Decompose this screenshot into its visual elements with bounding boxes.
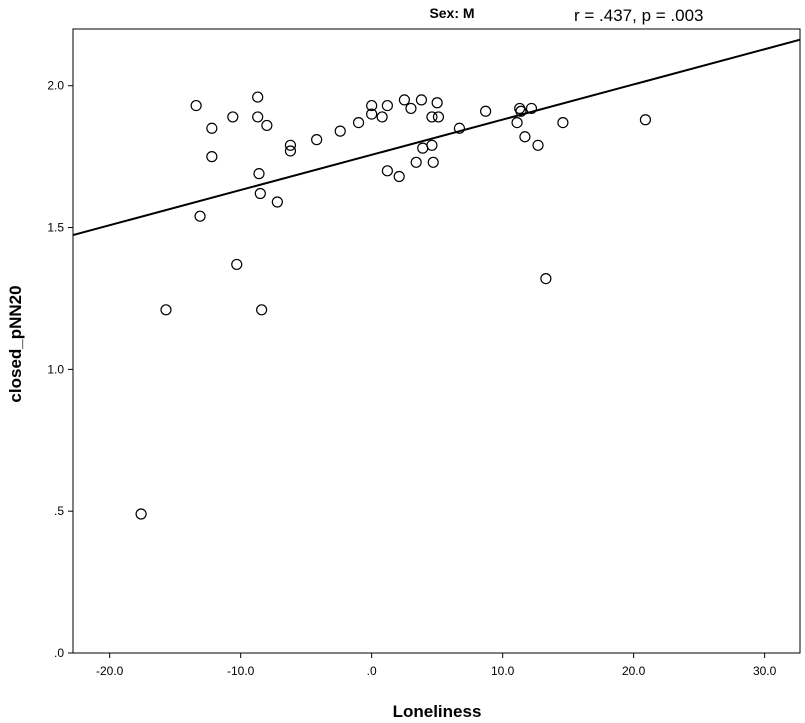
data-point xyxy=(252,91,264,103)
data-point xyxy=(432,111,445,123)
x-tick-label: -10.0 xyxy=(227,664,255,678)
data-point xyxy=(261,119,273,132)
x-tick-label: .0 xyxy=(367,664,377,678)
data-point xyxy=(515,105,527,117)
data-point xyxy=(194,210,206,222)
x-tick-label: 10.0 xyxy=(491,664,515,678)
data-point xyxy=(427,156,439,168)
data-point xyxy=(284,139,297,151)
data-point xyxy=(398,94,411,106)
data-point xyxy=(525,102,538,115)
data-point xyxy=(453,122,466,134)
data-point xyxy=(511,116,523,129)
data-point xyxy=(206,122,218,134)
x-axis-title: Loneliness xyxy=(393,702,482,721)
data-point xyxy=(540,273,552,285)
data-point xyxy=(160,304,172,316)
x-tick-label: 30.0 xyxy=(753,664,777,678)
plot-frame xyxy=(72,28,801,654)
data-point xyxy=(334,125,346,137)
data-point xyxy=(376,111,388,123)
data-point xyxy=(271,196,283,208)
correlation-annotation: r = .437, p = .003 xyxy=(574,6,703,25)
data-point xyxy=(532,139,544,151)
y-tick-label: 1.0 xyxy=(47,362,64,376)
data-point xyxy=(352,116,365,129)
data-point xyxy=(231,258,243,271)
x-tick-label: -20.0 xyxy=(96,664,124,678)
y-tick-label: .5 xyxy=(54,504,64,518)
data-point xyxy=(415,94,428,106)
data-point xyxy=(311,134,323,146)
data-point xyxy=(135,508,147,520)
data-point xyxy=(480,105,492,117)
data-point xyxy=(410,156,422,168)
data-point xyxy=(519,131,531,143)
data-point xyxy=(381,165,393,177)
data-point xyxy=(206,151,218,163)
data-points xyxy=(135,91,652,520)
panel-title: Sex: M xyxy=(429,5,474,21)
data-point xyxy=(393,170,405,183)
data-point xyxy=(190,99,202,112)
y-tick-label: 2.0 xyxy=(47,79,64,93)
regression-line xyxy=(72,38,801,237)
data-point xyxy=(366,108,378,120)
data-point xyxy=(253,168,265,180)
data-point xyxy=(426,139,438,151)
data-point xyxy=(254,187,266,200)
data-point xyxy=(557,116,569,129)
data-point xyxy=(426,111,438,123)
y-tick-label: .0 xyxy=(54,646,64,660)
data-point xyxy=(256,304,268,316)
data-point xyxy=(381,99,393,112)
data-point xyxy=(252,111,264,123)
data-point xyxy=(639,114,652,126)
data-point xyxy=(227,111,239,123)
y-tick-label: 1.5 xyxy=(47,221,64,235)
data-point xyxy=(431,97,443,109)
data-point xyxy=(366,99,378,112)
data-point xyxy=(284,145,297,157)
y-axis-title: closed_pNN20 xyxy=(6,285,25,402)
x-tick-label: 20.0 xyxy=(622,664,646,678)
x-axis-ticks: -20.0 -10.0 .0 10.0 20.0 30.0 xyxy=(96,653,777,678)
data-point xyxy=(405,102,417,115)
y-axis-ticks: .0 .5 1.0 1.5 2.0 xyxy=(47,79,73,660)
